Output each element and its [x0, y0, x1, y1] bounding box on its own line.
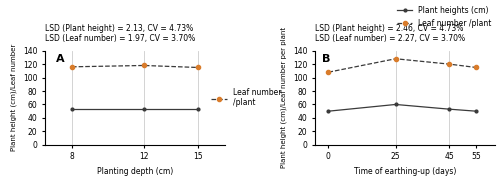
- X-axis label: Time of earthing-up (days): Time of earthing-up (days): [354, 167, 456, 176]
- X-axis label: Planting depth (cm): Planting depth (cm): [97, 167, 173, 176]
- Legend: Plant heights (cm), Leaf number /plant: Plant heights (cm), Leaf number /plant: [394, 3, 495, 31]
- Text: LSD (Plant height) = 2.13, CV = 4.73%
LSD (Leaf number) = 1.97, CV = 3.70%: LSD (Plant height) = 2.13, CV = 4.73% LS…: [45, 24, 195, 43]
- Legend: Leaf number
/plant: Leaf number /plant: [208, 85, 284, 110]
- Text: LSD (Plant height) = 2.46, CV = 4.73%
LSD (Leaf number) = 2.27, CV = 3.70%: LSD (Plant height) = 2.46, CV = 4.73% LS…: [315, 24, 465, 43]
- Y-axis label: Plant height (cm)/Leaf number: Plant height (cm)/Leaf number: [11, 44, 18, 151]
- Y-axis label: Plant height (cm)/Leaf number per plant: Plant height (cm)/Leaf number per plant: [281, 27, 287, 168]
- Text: A: A: [56, 54, 64, 64]
- Text: B: B: [322, 54, 330, 64]
